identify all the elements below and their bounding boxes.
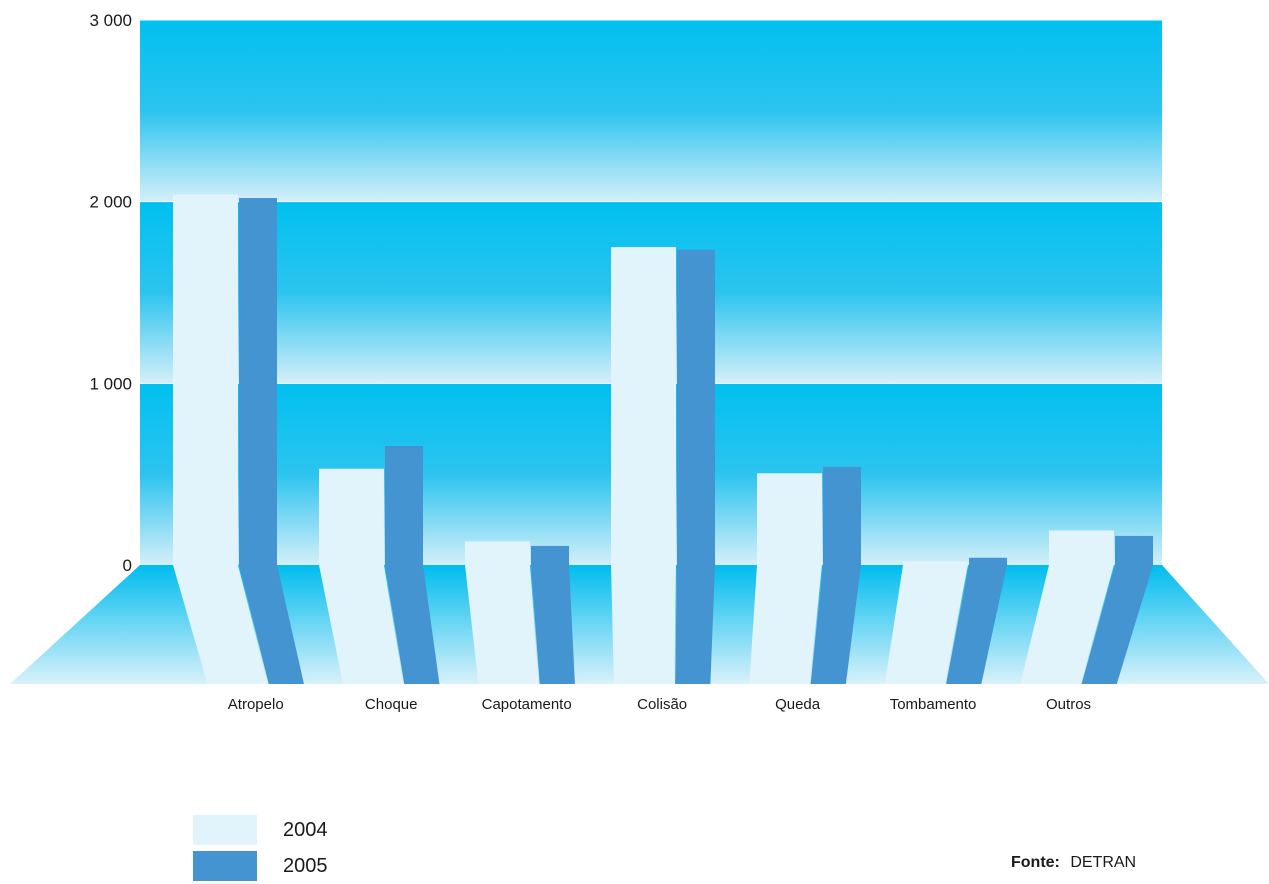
bar-shadow: [239, 565, 304, 684]
category-label: Capotamento: [482, 696, 572, 713]
category-label: Atropelo: [228, 696, 284, 713]
category-label: Outros: [1046, 696, 1091, 713]
bar-2005-atropelo: [239, 198, 277, 566]
legend: 2004 2005: [193, 812, 328, 884]
bar-2004-capotamento: [465, 541, 530, 565]
bar-2004-queda: [757, 473, 822, 565]
bar-shadow: [1081, 565, 1153, 684]
source-note: Fonte: DETRAN: [1011, 854, 1136, 872]
category-label: Tombamento: [890, 696, 977, 713]
bar-shadow: [611, 565, 676, 684]
bars: [173, 194, 1153, 684]
category-label: Queda: [775, 696, 821, 713]
y-tick-label: 2 000: [89, 193, 132, 212]
y-tick-label: 1 000: [89, 374, 132, 393]
category-label: Colisão: [637, 696, 687, 713]
bar-2005-queda: [823, 466, 861, 565]
bar-shadow: [385, 565, 440, 684]
bar-2004-tombamento: [903, 561, 968, 565]
bar-2005-choque: [385, 446, 423, 565]
y-axis: 3 000 2 000 1 000 0: [89, 11, 132, 575]
y-tick-label: 3 000: [89, 11, 132, 30]
bar-2005-tombamento: [969, 557, 1007, 565]
bar-shadow: [465, 565, 539, 684]
source-value: DETRAN: [1070, 854, 1137, 871]
bar-shadow: [319, 565, 404, 684]
bar-shadow: [531, 565, 575, 684]
bar-shadow: [1020, 565, 1114, 684]
x-axis: Atropelo Choque Capotamento Colisão Queda Tom…: [228, 696, 1091, 713]
bar-shadow: [675, 565, 715, 684]
bar-2004-colisão: [611, 247, 676, 566]
legend-label-2005: 2005: [283, 854, 328, 877]
legend-item-2004: 2004: [193, 812, 328, 848]
bar-shadow: [946, 565, 1007, 684]
bar-2004-outros: [1049, 530, 1114, 565]
y-tick-label: 0: [123, 556, 132, 575]
bar-2005-capotamento: [531, 545, 569, 565]
bar-2004-atropelo: [173, 194, 238, 565]
bar-shadow: [173, 565, 268, 684]
bar-shadow: [810, 565, 861, 684]
source-label: Fonte:: [1011, 854, 1060, 871]
bar-2005-colisão: [677, 249, 715, 565]
legend-swatch-2005: [193, 851, 257, 881]
bar-shadow: [749, 565, 822, 684]
legend-swatch-2004: [193, 815, 257, 845]
legend-item-2005: 2005: [193, 848, 328, 884]
bar-2004-choque: [319, 468, 384, 565]
background-band: [140, 20, 1162, 202]
bar-2005-outros: [1115, 535, 1153, 565]
category-label: Choque: [365, 696, 418, 713]
bar-shadow: [884, 565, 968, 684]
legend-label-2004: 2004: [283, 818, 328, 841]
